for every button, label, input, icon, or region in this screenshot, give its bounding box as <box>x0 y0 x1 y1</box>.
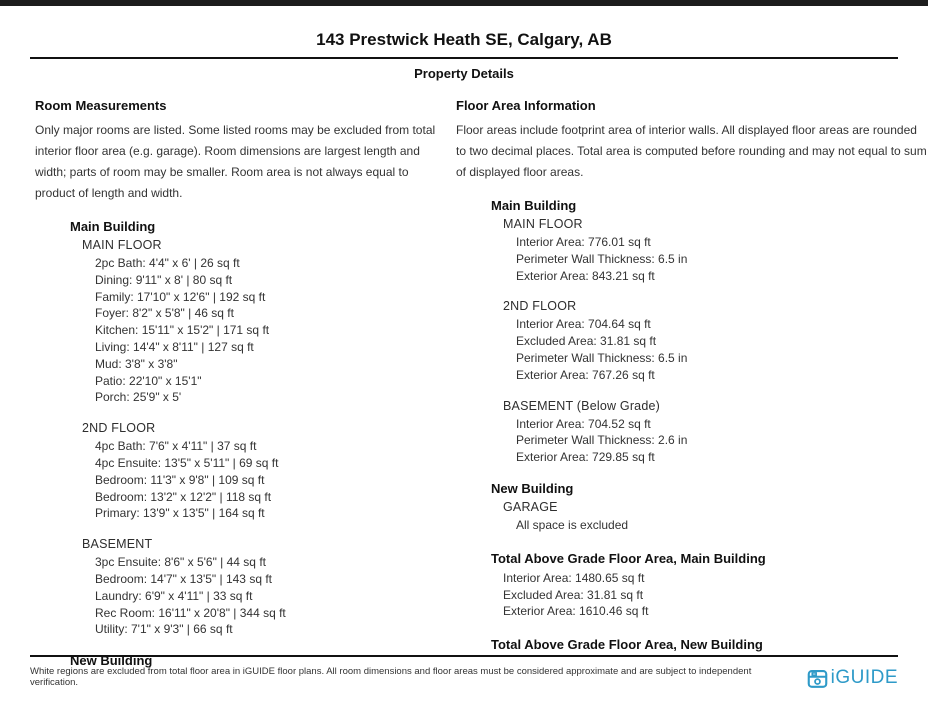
floor-block: BASEMENT (Below Grade) Interior Area: 704… <box>503 399 928 466</box>
room-measurement-line: Patio: 22'10" x 15'1" <box>95 373 202 388</box>
floor-area-line: Interior Area: 704.64 sq ft <box>516 317 651 332</box>
total-heading: Total Above Grade Floor Area, Main Build… <box>491 550 766 566</box>
total-stat-line: Interior Area: 1480.65 sq ft <box>503 570 645 585</box>
page-title: 143 Prestwick Heath SE, Calgary, AB <box>316 30 612 49</box>
room-measurements-section: Room Measurements Only major rooms are l… <box>0 98 443 672</box>
building-block: Main Building MAIN FLOOR 2pc Bath: 4'4" x … <box>70 219 443 638</box>
floor-block: 2ND FLOOR 4pc Bath: 7'6" x 4'11" | 37 sq … <box>82 421 443 522</box>
total-block: Total Above Grade Floor Area, Main Build… <box>491 551 928 620</box>
room-measurement-line: Bedroom: 14'7" x 13'5" | 143 sq ft <box>95 571 272 586</box>
room-measurement-line: Family: 17'10" x 12'6" | 192 sq ft <box>95 289 266 304</box>
room-measurement-line: Rec Room: 16'11" x 20'8" | 344 sq ft <box>95 605 286 620</box>
page-subtitle: Property Details <box>414 66 514 81</box>
floor-block: GARAGE All space is excluded <box>503 500 928 534</box>
floor-area-line: Exterior Area: 843.21 sq ft <box>516 268 655 283</box>
room-measurement-line: Kitchen: 15'11" x 15'2" | 171 sq ft <box>95 323 270 338</box>
floor-area-section: Floor Area Information Floor areas inclu… <box>443 98 928 656</box>
building-block: Main Building MAIN FLOOR Interior Area: 77… <box>491 198 928 466</box>
iguide-camera-icon <box>807 668 828 689</box>
room-measurement-line: Dining: 9'11" x 8' | 80 sq ft <box>95 272 233 287</box>
building-name: Main Building <box>491 198 577 213</box>
floor-area-line: Excluded Area: 31.81 sq ft <box>516 334 657 349</box>
room-measurement-line: Laundry: 6'9" x 4'11" | 33 sq ft <box>95 588 253 603</box>
floor-area-line: Interior Area: 704.52 sq ft <box>516 416 651 431</box>
floor-area-line: Perimeter Wall Thickness: 6.5 in <box>516 251 688 266</box>
footer-disclaimer: White regions are excluded from total fl… <box>30 666 752 688</box>
room-measurement-line: 4pc Ensuite: 13'5" x 5'11" | 69 sq ft <box>95 455 279 470</box>
total-block: Total Above Grade Floor Area, New Buildi… <box>491 637 928 652</box>
floor-block: MAIN FLOOR Interior Area: 776.01 sq ft Per… <box>503 217 928 284</box>
room-measurement-line: 3pc Ensuite: 8'6" x 5'6" | 44 sq ft <box>95 555 266 570</box>
floor-name: MAIN FLOOR <box>503 217 583 231</box>
floor-name: MAIN FLOOR <box>82 238 162 252</box>
total-stat-line: Exterior Area: 1610.46 sq ft <box>503 604 649 619</box>
floor-name: GARAGE <box>503 499 558 514</box>
floor-area-line: Exterior Area: 729.85 sq ft <box>516 450 655 465</box>
header-divider <box>30 57 898 59</box>
floor-name: BASEMENT (Below Grade) <box>503 398 660 413</box>
floor-area-line: Exterior Area: 767.26 sq ft <box>516 367 655 382</box>
content-columns: Room Measurements Only major rooms are l… <box>0 98 928 672</box>
room-measurement-line: Utility: 7'1" x 9'3" | 66 sq ft <box>95 622 233 637</box>
floor-area-heading: Floor Area Information <box>456 98 596 113</box>
room-measurements-list: Main Building MAIN FLOOR 2pc Bath: 4'4" x … <box>35 219 443 668</box>
floor-block: 2ND FLOOR Interior Area: 704.64 sq ft Excl… <box>503 299 928 383</box>
floor-area-totals: Total Above Grade Floor Area, Main Build… <box>456 551 928 652</box>
room-measurement-line: Foyer: 8'2" x 5'8" | 46 sq ft <box>95 306 234 321</box>
room-measurement-line: Mud: 3'8" x 3'8" <box>95 356 178 371</box>
room-measurements-description: Only major rooms are listed. Some listed… <box>35 123 436 200</box>
room-measurement-line: 4pc Bath: 7'6" x 4'11" | 37 sq ft <box>95 439 257 454</box>
room-measurement-line: Living: 14'4" x 8'11" | 127 sq ft <box>95 339 254 354</box>
floor-block: MAIN FLOOR 2pc Bath: 4'4" x 6' | 26 sq ft… <box>82 238 443 406</box>
floor-area-list: Main Building MAIN FLOOR Interior Area: 77… <box>456 198 928 534</box>
floor-name: 2ND FLOOR <box>82 421 156 436</box>
room-measurements-heading: Room Measurements <box>35 98 167 113</box>
room-measurement-line: Primary: 13'9" x 13'5" | 164 sq ft <box>95 506 265 521</box>
building-name: New Building <box>491 480 574 496</box>
floor-name: BASEMENT <box>82 537 153 552</box>
room-measurement-line: Bedroom: 11'3" x 9'8" | 109 sq ft <box>95 472 265 487</box>
footer: White regions are excluded from total fl… <box>30 655 898 689</box>
floor-area-line: Perimeter Wall Thickness: 2.6 in <box>516 433 688 448</box>
top-bar <box>0 0 928 6</box>
floor-block: BASEMENT 3pc Ensuite: 8'6" x 5'6" | 44 sq… <box>82 537 443 638</box>
floor-area-description: Floor areas include footprint area of in… <box>456 123 927 179</box>
iguide-logo-text: iGUIDE <box>830 667 898 688</box>
room-measurement-line: Porch: 25'9" x 5' <box>95 390 182 405</box>
total-stat-line: Excluded Area: 31.81 sq ft <box>503 587 644 602</box>
building-block: New Building GARAGE All space is excluded <box>491 481 928 534</box>
floor-name: 2ND FLOOR <box>503 299 577 314</box>
floor-area-line: Perimeter Wall Thickness: 6.5 in <box>516 350 688 365</box>
total-heading: Total Above Grade Floor Area, New Buildi… <box>491 637 763 653</box>
room-measurement-line: 2pc Bath: 4'4" x 6' | 26 sq ft <box>95 256 240 270</box>
floor-area-line: All space is excluded <box>516 517 629 532</box>
building-name: Main Building <box>70 219 156 234</box>
floor-area-line: Interior Area: 776.01 sq ft <box>516 235 651 249</box>
room-measurement-line: Bedroom: 13'2" x 12'2" | 118 sq ft <box>95 489 272 504</box>
iguide-logo: iGUIDE <box>807 667 898 689</box>
